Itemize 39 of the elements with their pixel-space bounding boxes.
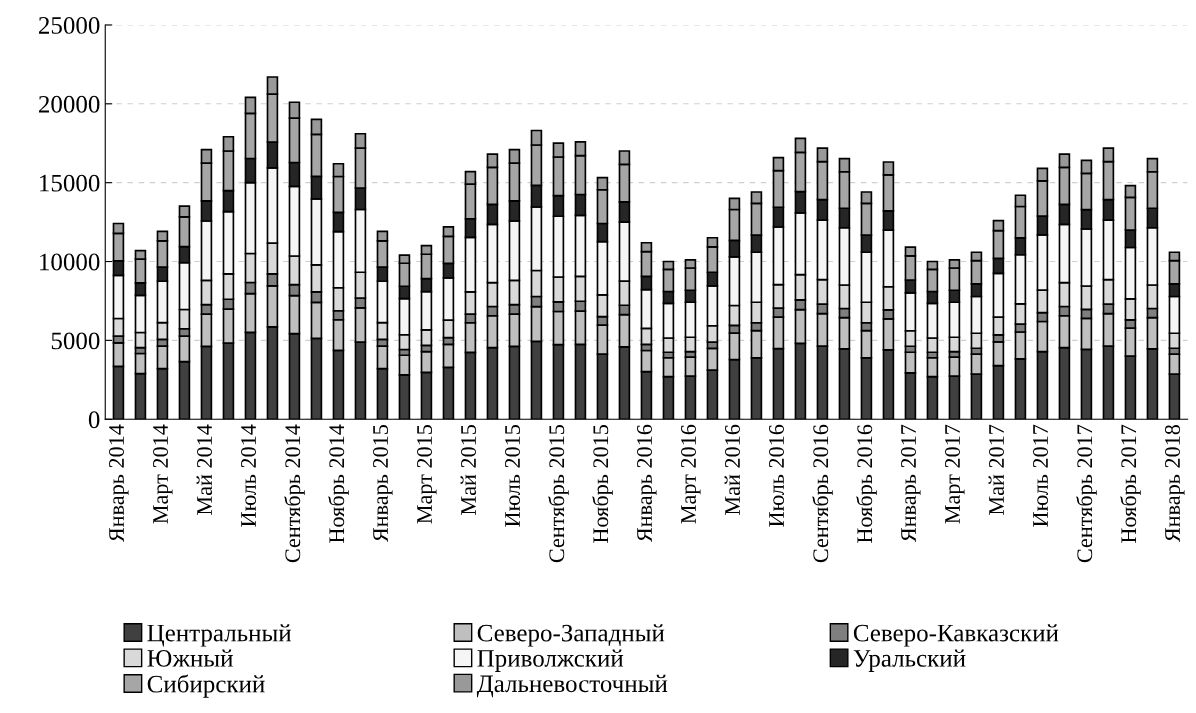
y-tick-label: 0: [88, 411, 100, 429]
x-tick-label: Июль 2016: [769, 424, 784, 527]
y-tick-label: 15000: [40, 174, 100, 192]
x-tick-label: Сентябрь 2014: [284, 424, 305, 563]
x-tick-label: Январь 2014: [109, 424, 129, 543]
x-tick-label: Март 2016: [681, 424, 701, 524]
legend-label: Дальневосточный: [476, 674, 668, 698]
x-tick-label: Январь 2016: [637, 424, 657, 543]
x-tick-label: Июль 2015: [505, 424, 520, 527]
x-tick-label: Январь 2017: [901, 424, 921, 543]
y-tick-label: 25000: [38, 17, 100, 34]
x-tick-label: Ноябрь 2017: [1120, 424, 1141, 543]
legend-label: Северо-Кавказский: [853, 624, 1059, 647]
x-tick-label: Сентябрь 2015: [548, 424, 569, 563]
y-tick-label: 5000: [51, 332, 100, 350]
x-tick-label: Июль 2017: [1033, 424, 1048, 527]
x-tick-label: Сентябрь 2016: [812, 424, 833, 563]
x-tick-label: Май 2015: [460, 424, 476, 515]
x-tick-label: Январь 2015: [373, 424, 393, 543]
x-tick-label: Май 2017: [988, 424, 1004, 515]
legend-label: Сибирский: [147, 674, 265, 698]
x-tick-label: Ноябрь 2016: [856, 424, 877, 543]
x-tick-label: Июль 2014: [241, 424, 257, 527]
x-tick-label: Январь 2018: [1164, 424, 1185, 543]
legend-label: Южный: [147, 649, 233, 667]
legend-label: Уральский: [853, 649, 966, 672]
x-tick-label: Ноябрь 2014: [328, 424, 349, 543]
legend-label: Центральный: [147, 624, 292, 647]
x-tick-label: Март 2015: [417, 424, 437, 524]
y-tick-label: 20000: [38, 95, 100, 113]
x-tick-label: Март 2017: [945, 424, 965, 524]
legend-label: Приволжский: [477, 649, 624, 672]
x-tick-label: Сентябрь 2017: [1076, 424, 1097, 563]
x-tick-label: Май 2014: [196, 424, 213, 515]
x-tick-label: Ноябрь 2015: [592, 424, 613, 543]
y-tick-label: 10000: [40, 253, 100, 271]
legend-label: Северо-Западный: [477, 624, 665, 647]
x-tick-label: Май 2016: [724, 424, 740, 515]
x-tick-label: Март 2014: [153, 424, 173, 524]
